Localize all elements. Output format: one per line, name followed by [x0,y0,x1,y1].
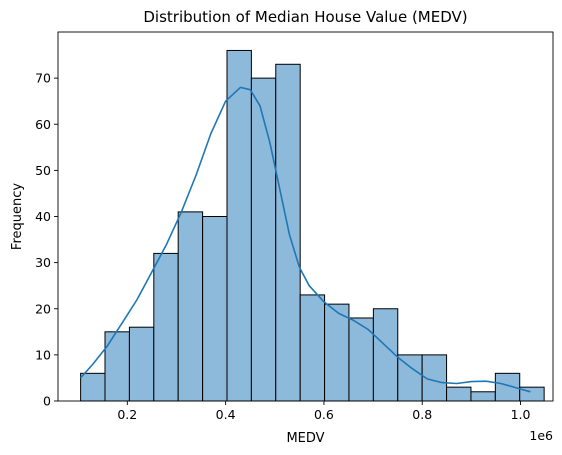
histogram-bar [203,217,227,402]
x-offset-label: 1e6 [529,428,553,443]
histogram-bar [105,332,129,401]
y-tick-label: 60 [35,117,51,132]
histogram-bar [325,304,349,401]
y-tick-label: 50 [35,163,51,178]
histogram-bar [447,387,471,401]
histogram-bar [227,50,251,401]
histogram-bar [276,64,300,401]
y-tick-label: 10 [35,347,51,362]
bars-group [81,50,545,401]
x-axis-label: MEDV [286,431,324,446]
x-tick-label: 0.4 [216,407,236,422]
x-tick-label: 0.8 [412,407,432,422]
histogram-bar [129,327,153,401]
histogram-bar [471,392,495,401]
histogram-bar [398,355,422,401]
y-axis-label: Frequency [10,183,25,250]
x-tick-label: 0.2 [117,407,137,422]
y-tick-label: 20 [35,301,51,316]
histogram-bar [154,253,178,401]
histogram-bar [251,78,275,401]
chart-title: Distribution of Median House Value (MEDV… [143,8,467,26]
x-tick-label: 1.0 [511,407,531,422]
y-tick-label: 0 [43,394,51,409]
y-tick-label: 70 [35,71,51,86]
y-tick-label: 30 [35,255,51,270]
histogram-bar [81,373,105,401]
y-tick-label: 40 [35,209,51,224]
histogram-bar [300,295,324,401]
histogram-bar [178,212,202,401]
x-tick-label: 0.6 [314,407,334,422]
